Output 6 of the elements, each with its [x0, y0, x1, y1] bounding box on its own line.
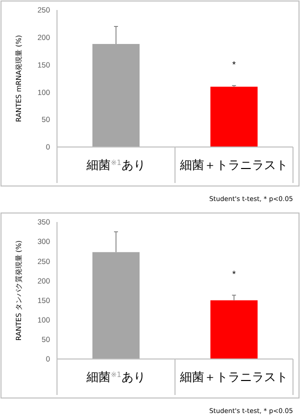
x-tick-label: 細菌$^{※1}$あり: [86, 158, 146, 172]
x-tick-label: 細菌＋トラニラスト: [179, 370, 288, 384]
x-tick-label: 細菌$^{※1}$あり: [86, 370, 146, 384]
annotation: *: [232, 269, 236, 280]
x-tick-label: 細菌＋トラニラスト: [179, 158, 288, 172]
annotation: *: [232, 60, 236, 70]
